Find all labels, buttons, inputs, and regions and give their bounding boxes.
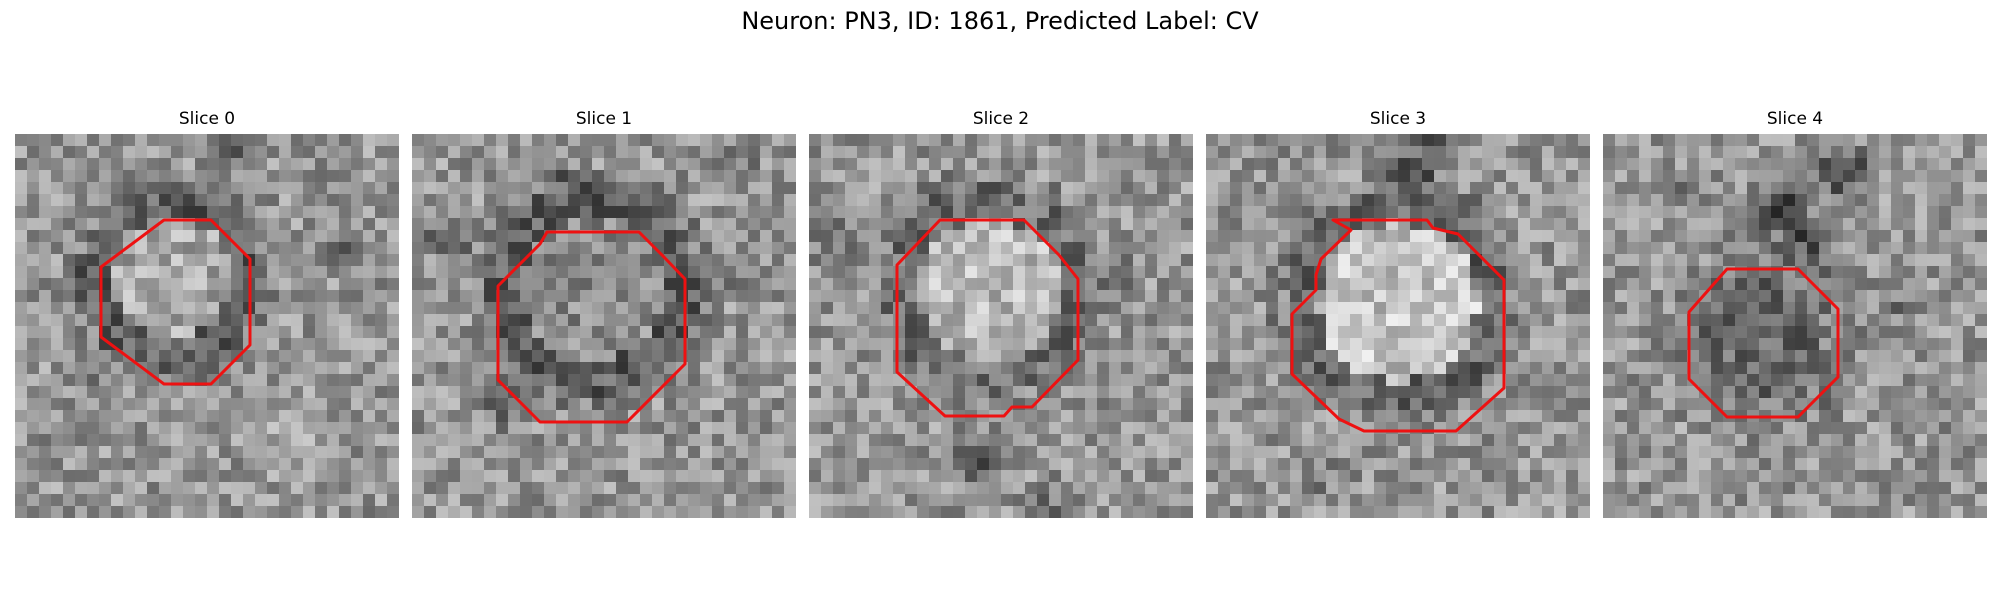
slice-image	[412, 134, 796, 518]
slice-panel-2: Slice 2	[809, 109, 1193, 519]
slice-image	[809, 134, 1193, 518]
slice-title: Slice 3	[1369, 109, 1427, 129]
grayscale-pixel-grid	[809, 134, 1193, 518]
cell-contour	[1687, 267, 1840, 419]
slice-panel-3: Slice 3	[1206, 109, 1590, 519]
grayscale-pixel-grid	[412, 134, 796, 518]
grayscale-pixel-grid	[15, 134, 399, 518]
slice-panel-0: Slice 0	[15, 109, 399, 519]
slice-image	[1206, 134, 1590, 518]
slice-title: Slice 1	[575, 109, 633, 129]
slice-panel-4: Slice 4	[1603, 109, 1987, 519]
figure-title: Neuron: PN3, ID: 1861, Predicted Label: …	[741, 7, 1259, 35]
slice-title: Slice 4	[1766, 109, 1824, 129]
slice-image	[1603, 134, 1987, 518]
cell-contour	[99, 218, 252, 386]
grayscale-pixel-grid	[1603, 134, 1987, 518]
cell-contour	[1290, 218, 1506, 433]
slice-title: Slice 2	[972, 109, 1030, 129]
slice-title: Slice 0	[178, 109, 236, 129]
slice-panel-1: Slice 1	[412, 109, 796, 519]
slice-image	[15, 134, 399, 518]
cell-contour	[895, 218, 1080, 418]
cell-contour	[496, 230, 687, 424]
grayscale-pixel-grid	[1206, 134, 1590, 518]
